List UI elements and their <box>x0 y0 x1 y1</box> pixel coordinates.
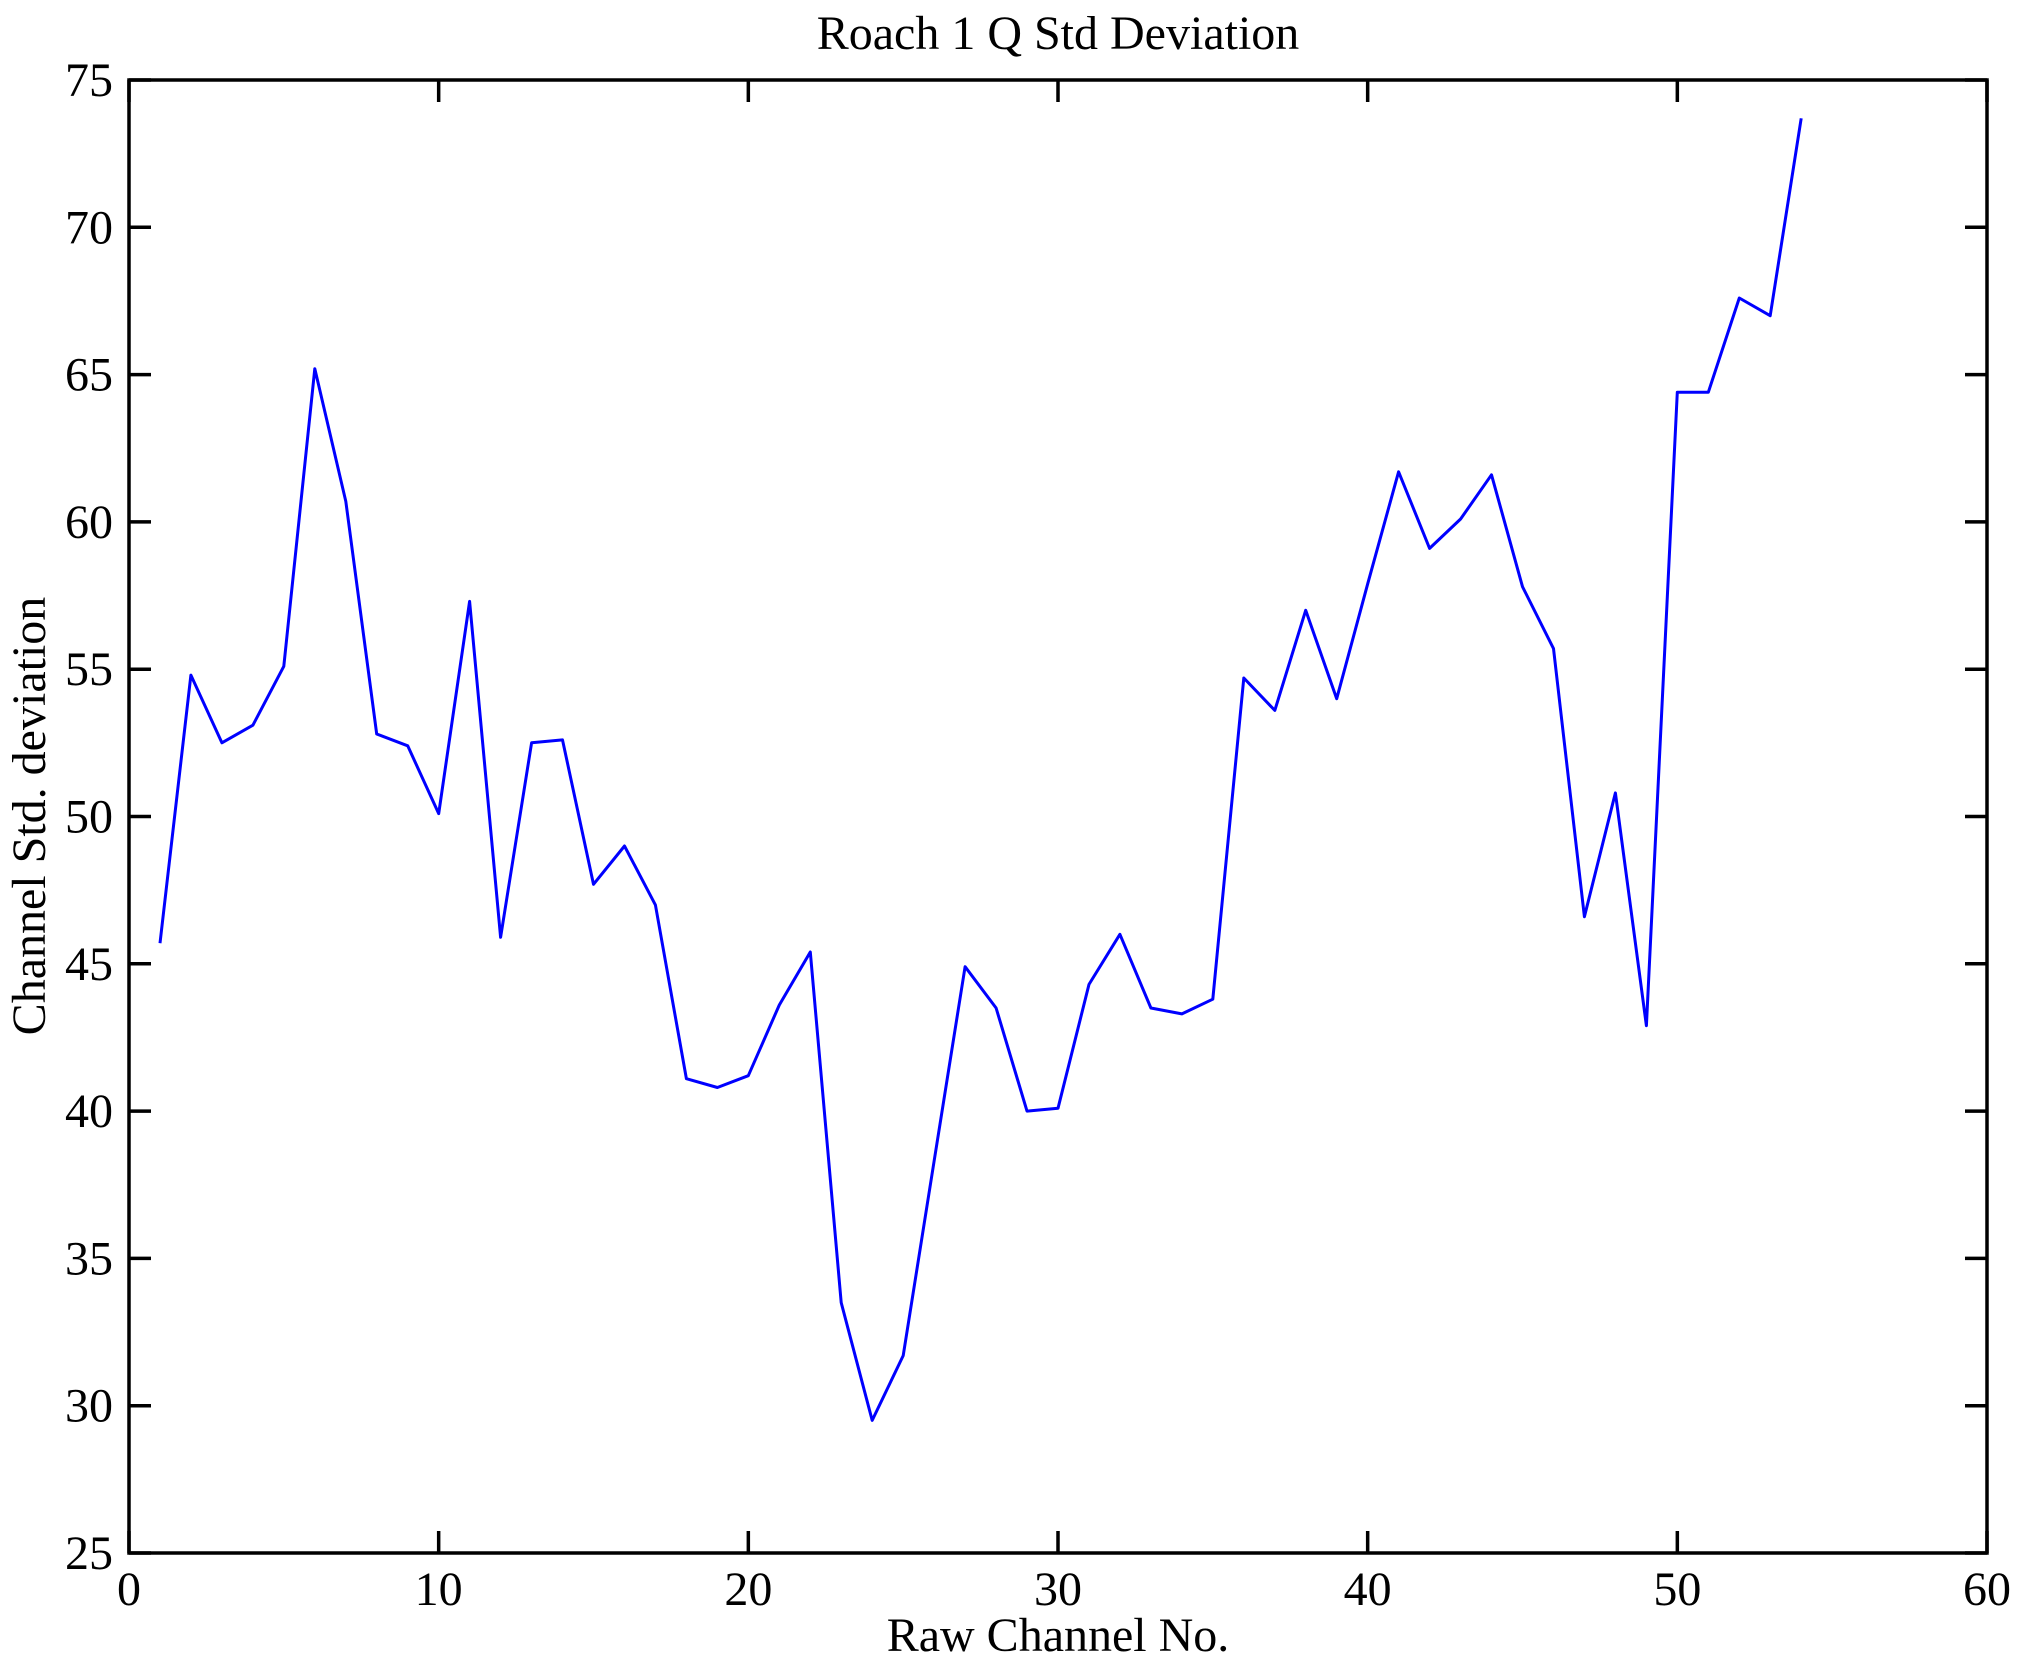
y-tick-label: 50 <box>65 791 113 844</box>
x-tick-label: 40 <box>1344 1563 1392 1616</box>
x-tick-label: 10 <box>415 1563 463 1616</box>
plot-box <box>127 78 1989 1555</box>
y-axis-label: Channel Std. deviation <box>3 596 56 1036</box>
chart-title: Roach 1 Q Std Deviation <box>816 7 1300 60</box>
x-tick-label: 60 <box>1963 1563 2011 1616</box>
y-tick-label: 75 <box>65 54 113 107</box>
y-tick-label: 30 <box>65 1380 113 1433</box>
x-tick-label: 50 <box>1653 1563 1701 1616</box>
y-tick-label: 55 <box>65 643 113 696</box>
x-axis-label: Raw Channel No. <box>886 1609 1230 1662</box>
y-tick-label: 35 <box>65 1232 113 1285</box>
x-tick-label: 20 <box>724 1563 772 1616</box>
series-line <box>158 118 1803 1422</box>
y-tick-label: 45 <box>65 938 113 991</box>
y-tick-label: 25 <box>65 1527 113 1580</box>
y-tick-label: 70 <box>65 201 113 254</box>
x-tick-label: 0 <box>117 1563 141 1616</box>
y-tick-label: 65 <box>65 349 113 402</box>
x-tick-label: 30 <box>1034 1563 1082 1616</box>
y-tick-label: 60 <box>65 496 113 549</box>
y-tick-label: 40 <box>65 1085 113 1138</box>
